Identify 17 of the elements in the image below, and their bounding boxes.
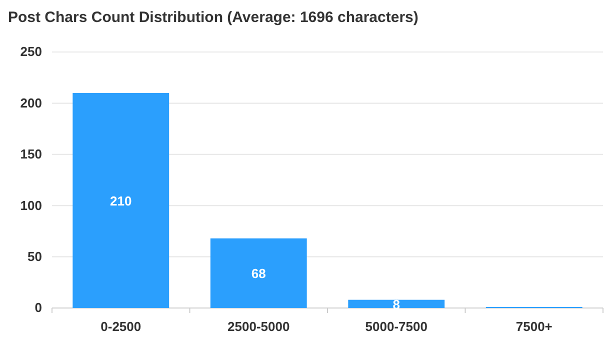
y-tick-label: 50 <box>28 248 42 264</box>
data-label: 8 <box>392 296 400 312</box>
chart-title: Post Chars Count Distribution (Average: 1696 characters) <box>8 9 418 26</box>
bar <box>72 92 170 308</box>
y-tick-label: 200 <box>20 95 42 110</box>
bar <box>348 300 445 308</box>
bar <box>210 238 307 308</box>
x-tick-label: 2500-5000 <box>228 319 290 334</box>
data-label: 68 <box>251 266 266 282</box>
data-label: 210 <box>110 193 132 208</box>
x-tick-label: 0-2500 <box>100 319 142 334</box>
y-tick-label: 100 <box>20 198 42 213</box>
x-tick-label: 5000-7500 <box>365 319 428 334</box>
y-tick-label: 250 <box>20 44 42 60</box>
y-tick-label: 0 <box>34 300 42 316</box>
y-tick-label: 150 <box>20 146 42 162</box>
x-tick-label: 7500+ <box>516 319 553 334</box>
